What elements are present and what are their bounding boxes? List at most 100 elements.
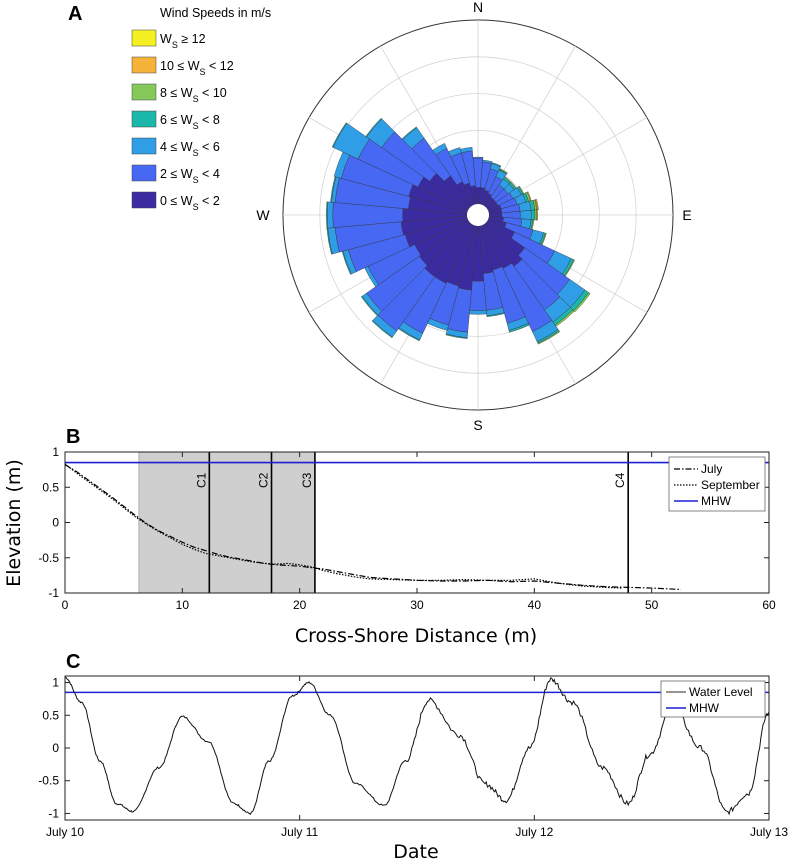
elevation-profile-plot: C1 C2 C3 C4 0 10 20 30 40 50 60 -1 -0.5 0 0.5 1 July Sept… [38,445,776,612]
legend-label: WS ≥ 12 [160,32,206,50]
series-water-level [64,676,770,816]
legend-label: 10 ≤ WS < 12 [160,59,234,77]
panel-c-letter: C [66,651,80,673]
legend-label-rest: < 4 [199,167,220,181]
legend-entry: September [701,478,760,492]
legend-subscript: S [172,40,178,50]
x-tick-label: 30 [410,598,424,612]
rose-bar [401,126,418,140]
legend-label-rest: < 8 [199,113,220,127]
legend-subscript: S [200,67,206,77]
legend-label: 6 ≤ WS < 8 [160,113,220,131]
rose-bar [573,292,591,313]
legend-subscript: S [193,202,199,212]
x-tick-label: 10 [176,598,190,612]
x-tick-label: 0 [62,598,69,612]
study-area-shading [138,451,316,594]
y-tick-label: 1 [52,676,59,690]
legend-subscript: S [193,175,199,185]
rose-bar [535,199,539,211]
legend-box [668,456,766,512]
x-tick-label: 40 [528,598,542,612]
rose-bar [326,201,334,229]
rose-bar [491,162,502,167]
series-july [64,464,682,591]
transect-label-c4: C4 [613,472,627,488]
rose-bar [445,333,468,339]
rose-bar [537,330,561,345]
legend-swatch [131,110,157,128]
transect-label-c2: C2 [257,472,271,488]
wind-rose: N E S W [256,0,691,433]
legend-entry: Water Level [689,685,753,699]
y-tick-label: -1 [48,806,59,820]
legend-swatch [131,191,157,209]
series-september [64,463,623,589]
water-level-plot: July 10 July 11 July 12 July 13 -1 -0.5 0 0.5 1 W… [38,675,788,839]
panel-a-letter: A [68,3,82,25]
rose-bar [460,147,473,154]
legend-label-rest: ≥ 12 [178,32,206,46]
legend-swatch [131,164,157,182]
x-tick-label: July 10 [46,825,84,839]
x-tick-label: July 12 [515,825,553,839]
rose-bar [365,117,383,138]
rose-bar [469,310,487,315]
rose-bar [326,201,328,229]
rose-bar [486,312,505,317]
legend-label-rest: < 10 [199,86,227,100]
panel-b-xlabel: Cross-Shore Distance (m) [295,625,537,647]
rose-bar [469,280,487,311]
legend-label: 8 ≤ WS < 10 [160,86,227,104]
transect-label-c1: C1 [194,472,208,488]
legend-subscript: S [193,94,199,104]
legend-subscript: S [193,121,199,131]
legend-label-rest: < 6 [199,140,220,154]
y-tick-label: -1 [48,586,59,600]
rose-bar [519,210,532,220]
legend-entry: July [701,462,722,476]
legend-swatch [131,137,157,155]
rose-bar [536,209,538,221]
rose-bar [508,323,530,333]
legend-swatch [131,29,157,47]
x-tick-label: July 13 [750,825,788,839]
rose-bar [530,209,536,221]
compass-label: E [682,207,691,223]
wind-legend-title: Wind Speeds in m/s [160,6,271,20]
rose-bar [472,156,484,159]
wind-legend: WS ≥ 12 10 ≤ WS < 12 8 ≤ WS < 10 6 ≤ WS < 8… [131,29,234,212]
legend-label: 0 ≤ WS < 2 [160,194,220,212]
legend-label: 4 ≤ WS < 6 [160,140,220,158]
legend-box [660,680,766,718]
y-tick-label: -0.5 [38,551,59,565]
y-tick-label: 0 [52,741,59,755]
panel-b-letter: B [66,426,80,448]
y-tick-label: 0.5 [42,708,59,722]
rose-bar [448,147,462,157]
y-tick-label: 0 [52,516,59,530]
panel-b-legend: July September MHW [668,456,766,512]
rose-bar [499,168,508,174]
legend-entry: MHW [689,701,720,715]
rose-bar [331,122,348,148]
panel-b-ylabel: Elevation (m) [3,459,25,587]
rose-bar [432,143,448,156]
x-tick-label: July 11 [281,825,318,839]
rose-bar [482,159,493,164]
compass-label: S [473,417,482,433]
x-tick-label: 20 [293,598,307,612]
legend-label-rest: < 2 [199,194,220,208]
rose-bar [371,320,393,339]
rose-center-hole [467,204,489,226]
x-tick-label: 50 [645,598,659,612]
rose-bar [360,295,379,317]
legend-swatch [131,56,157,74]
compass-label: N [473,0,483,15]
legend-swatch [131,83,157,101]
y-tick-label: 1 [52,445,59,459]
y-tick-label: 0.5 [42,480,59,494]
panel-c-legend: Water Level MHW [660,680,766,718]
y-tick-label: -0.5 [38,774,59,788]
